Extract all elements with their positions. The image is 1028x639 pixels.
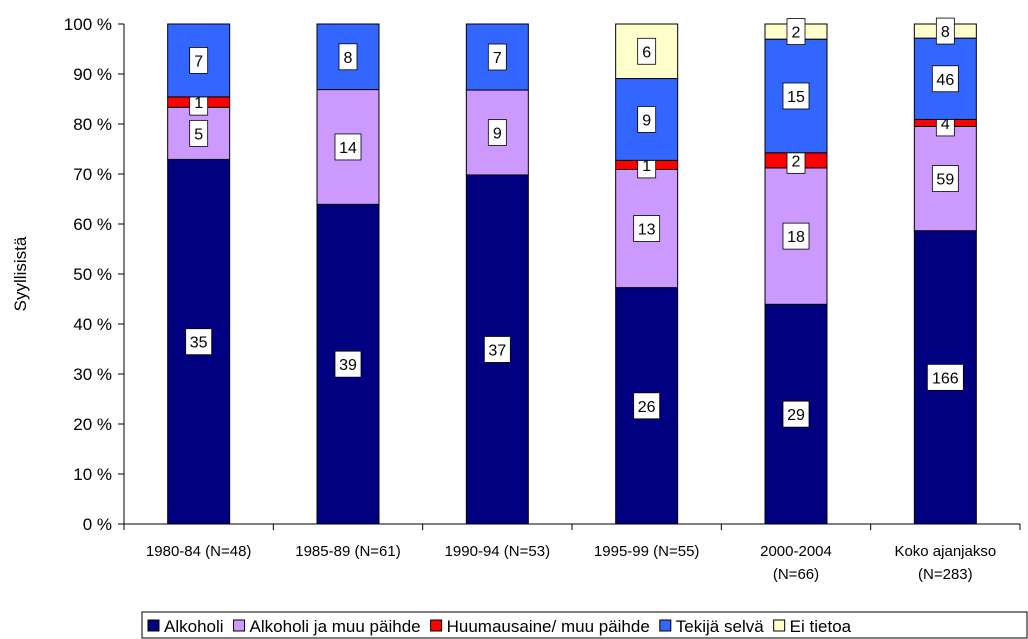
data-label: 35 (190, 335, 208, 352)
data-label-box (483, 336, 511, 363)
data-label: 18 (787, 229, 805, 246)
legend-label: Ei tietoa (790, 617, 852, 636)
bars: 35 5 1 7 39 14 8 37 9 7 26 13 1 9 6 29 18 2 15 2 166 59 4 46 8 (167, 17, 977, 525)
y-tick-label: 100 % (64, 15, 112, 34)
legend: Alkoholi Alkoholi ja muu päihde Huumausain… (141, 611, 1028, 639)
data-label: 13 (638, 222, 656, 239)
data-label: 9 (642, 112, 651, 129)
data-label: 1 (194, 95, 203, 112)
data-label-box (931, 165, 959, 192)
legend-label: Alkoholi (164, 617, 224, 636)
data-label-box (782, 82, 810, 110)
data-label: 37 (488, 342, 506, 359)
y-tick-label: 10 % (73, 465, 112, 484)
data-label-box (487, 119, 507, 146)
y-axis-title: Syyllisistä (11, 236, 30, 311)
legend-box (141, 611, 1028, 639)
legend-label: Alkoholi ja muu päihde (250, 617, 421, 636)
legend-swatch (659, 619, 672, 632)
y-tick-label: 50 % (73, 265, 112, 284)
data-label-box (334, 350, 362, 378)
data-label-box (189, 119, 209, 147)
data-label-box (931, 65, 959, 93)
x-tick-label: Koko ajanjakso (894, 543, 996, 560)
bar-segment (316, 23, 380, 91)
data-label: 59 (936, 172, 954, 189)
data-label-box (782, 222, 810, 250)
data-label-box (487, 43, 507, 71)
y-tick-label: 70 % (73, 165, 112, 184)
data-label: 5 (194, 126, 203, 143)
x-tick-label: 1985-89 (N=61) (295, 543, 400, 560)
data-label: 15 (787, 89, 805, 106)
legend-label: Tekijä selvä (676, 617, 764, 636)
y-tick-label: 20 % (73, 415, 112, 434)
data-label: 46 (936, 72, 954, 89)
data-label-box (926, 363, 964, 391)
data-label: 39 (339, 357, 357, 374)
data-label: 6 (642, 44, 651, 61)
data-label-box (633, 392, 661, 420)
x-tick-label: (N=66) (773, 566, 819, 583)
x-tick-label: 1995-99 (N=55) (594, 543, 699, 560)
data-label: 166 (932, 370, 959, 387)
y-tick-label: 80 % (73, 115, 112, 134)
axes (123, 24, 1021, 530)
data-label: 4 (941, 116, 950, 133)
y-axis-title-group: Syyllisistä (11, 236, 30, 311)
data-label: 2 (792, 25, 801, 42)
x-tick-label: (N=283) (918, 566, 973, 583)
data-label-box (334, 133, 362, 161)
data-label-box (185, 328, 213, 356)
y-tick-label: 40 % (73, 315, 112, 334)
y-tick-label: 60 % (73, 215, 112, 234)
data-label: 9 (493, 125, 502, 142)
data-label-box (338, 43, 358, 71)
y-axis-ticks: 0 % 10 % 20 % 30 % 40 % 50 % 60 % 70 % 80 % 90 % 1… (64, 15, 124, 534)
data-label: 14 (339, 140, 357, 157)
data-label-box (935, 17, 955, 45)
data-label: 29 (787, 407, 805, 424)
data-label-box (637, 106, 657, 133)
y-tick-label: 90 % (73, 65, 112, 84)
data-label: 26 (638, 399, 656, 416)
legend-swatch (430, 619, 443, 632)
data-label-box (786, 18, 806, 45)
data-label: 1 (642, 158, 651, 175)
legend-label: Huumausaine/ muu päihde (447, 617, 650, 636)
data-label-box (633, 215, 661, 242)
data-label: 7 (493, 50, 502, 67)
data-label: 7 (194, 53, 203, 70)
x-tick-label: 1980-84 (N=48) (146, 543, 251, 560)
legend-swatch (773, 619, 786, 632)
legend-swatch (233, 619, 246, 632)
x-axis-labels: 1980-84 (N=48) 1985-89 (N=61) 1990-94 (N=5… (146, 543, 996, 583)
data-label: 8 (344, 50, 353, 67)
data-label: 8 (941, 24, 950, 41)
x-tick-label: 2000-2004 (760, 543, 832, 560)
y-tick-label: 0 % (83, 515, 112, 534)
data-label: 2 (792, 153, 801, 170)
legend-swatch (147, 619, 160, 632)
y-tick-label: 30 % (73, 365, 112, 384)
data-label-box (782, 400, 810, 428)
data-label-box (637, 37, 657, 65)
data-label-box (189, 47, 209, 74)
x-tick-label: 1990-94 (N=53) (445, 543, 550, 560)
